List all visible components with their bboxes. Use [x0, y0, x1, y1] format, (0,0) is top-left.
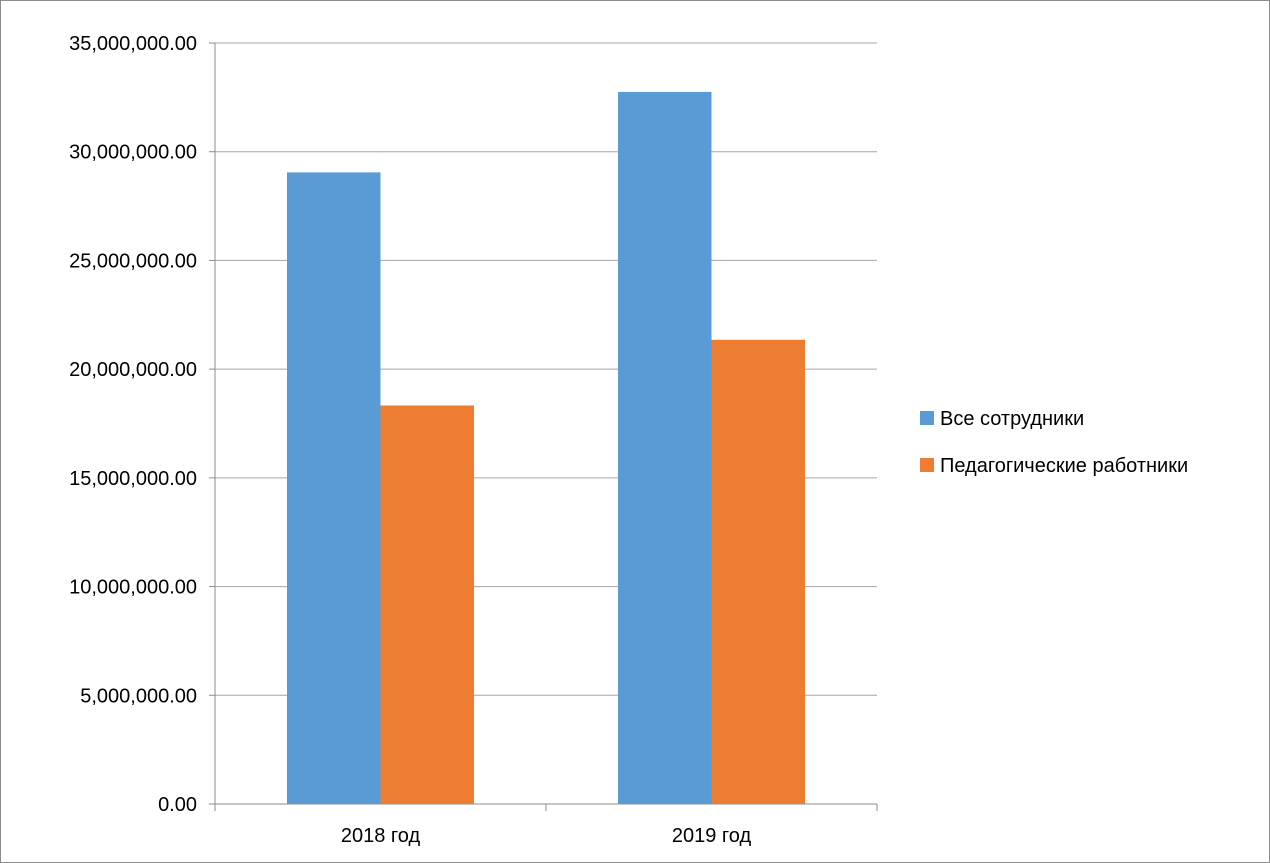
y-tick-labels: 0.00 5,000,000.00 10,000,000.00 15,000,000.…	[69, 33, 197, 816]
x-tick-labels: 2018 год 2019 год	[341, 825, 752, 847]
bars	[286, 91, 806, 804]
y-tick-label: 20,000,000.00	[69, 359, 197, 381]
y-tick-label: 5,000,000.00	[80, 685, 197, 707]
y-tick-label: 10,000,000.00	[69, 577, 197, 599]
legend-label: Педагогические работники	[940, 455, 1188, 477]
y-tick-label: 0.00	[158, 794, 197, 816]
legend: Все сотрудники Педагогические работники	[920, 408, 1188, 477]
bar-teaching-staff-1	[711, 339, 806, 804]
bar-teaching-staff-0	[380, 405, 475, 804]
y-tick-label: 30,000,000.00	[69, 142, 197, 164]
legend-label: Все сотрудники	[940, 408, 1084, 430]
legend-swatch	[920, 411, 934, 425]
y-tick-label: 15,000,000.00	[69, 468, 197, 490]
bar-all-staff-0	[286, 172, 381, 804]
bar-all-staff-1	[617, 91, 712, 804]
legend-swatch	[920, 458, 934, 472]
y-tick-label: 25,000,000.00	[69, 250, 197, 272]
x-tick-label: 2019 год	[672, 825, 752, 847]
y-tick-label: 35,000,000.00	[69, 33, 197, 55]
x-tick-label: 2018 год	[341, 825, 421, 847]
